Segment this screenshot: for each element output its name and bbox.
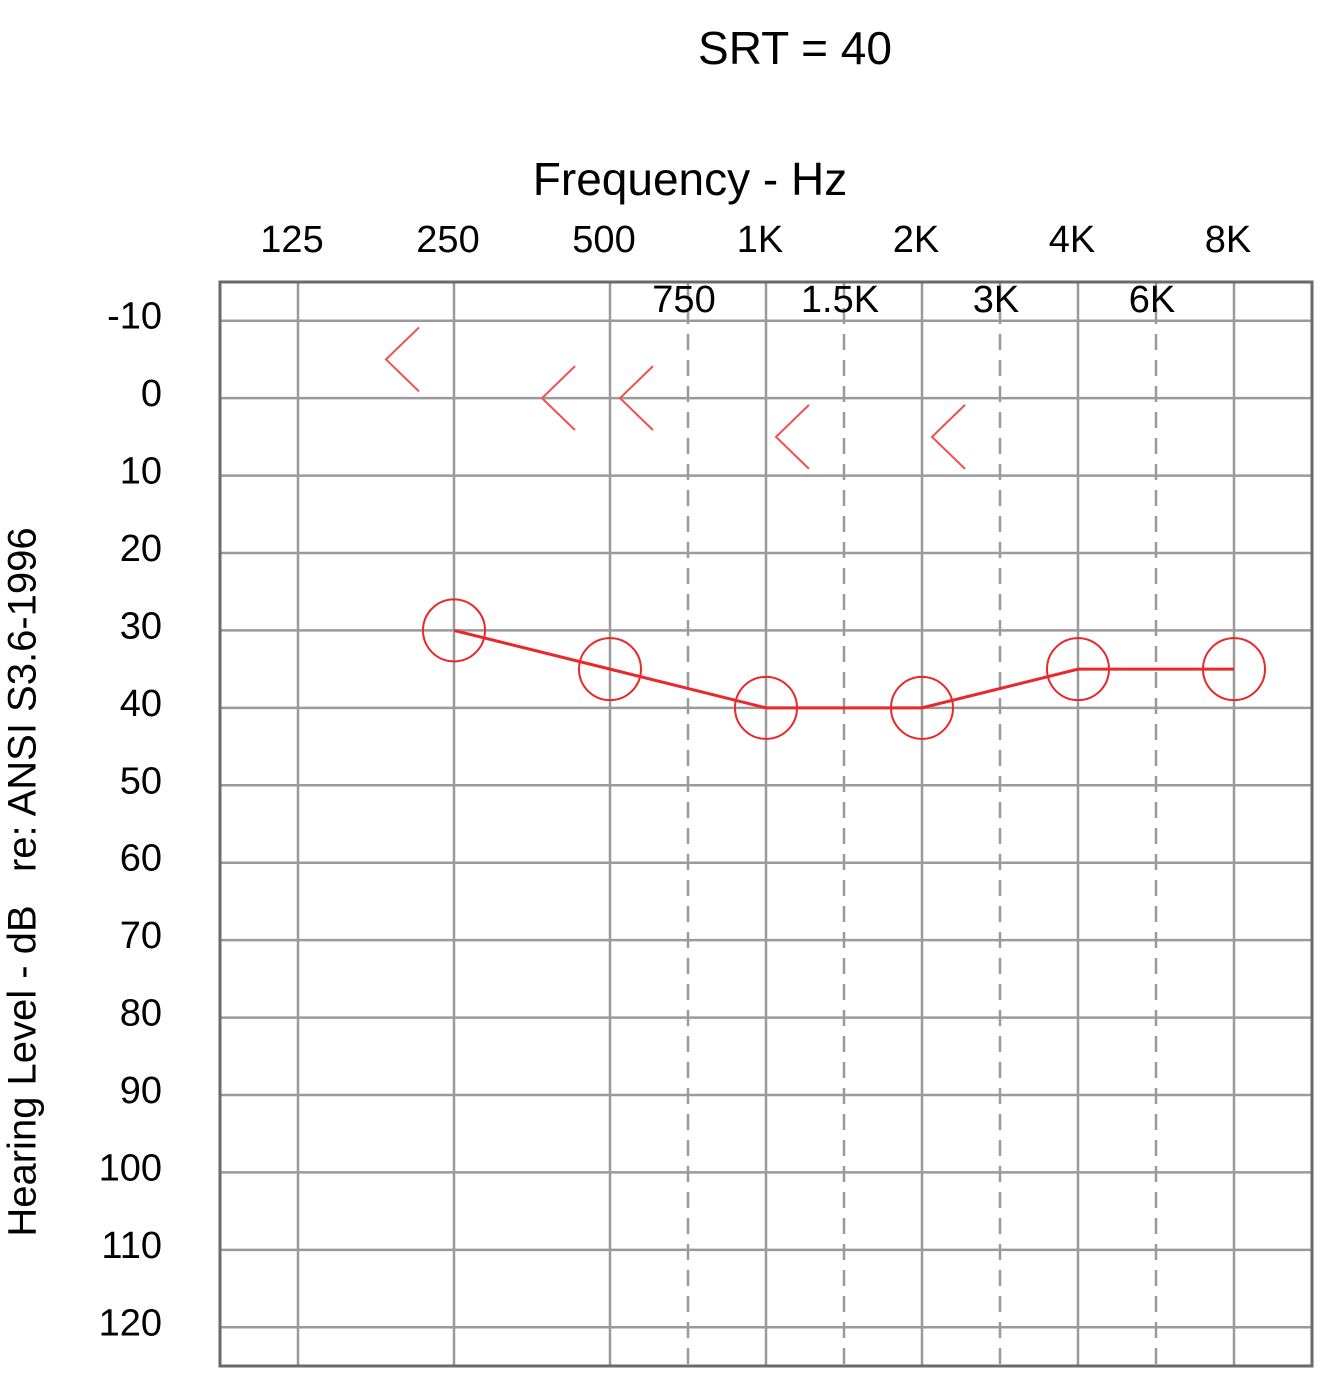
x-axis-label: Frequency - Hz <box>533 153 847 205</box>
y-tick-label: 0 <box>141 373 162 415</box>
y-tick-label: 50 <box>120 760 162 802</box>
x-tick-label: 2K <box>893 219 939 261</box>
y-tick-label: -10 <box>107 296 162 338</box>
x-tick-label: 500 <box>572 219 635 261</box>
x-tick-label: 1.5K <box>801 279 879 321</box>
x-tick-label: 3K <box>973 279 1019 321</box>
air-conduction-marker <box>578 637 642 702</box>
x-tick-label: 750 <box>652 279 715 321</box>
series-line <box>453 628 1234 710</box>
x-tick-label: 1K <box>737 219 783 261</box>
y-tick-label: 20 <box>120 528 162 570</box>
x-tick-label: 125 <box>260 219 323 261</box>
y-tick-label: 80 <box>120 993 162 1035</box>
bone-conduction-marker <box>774 404 810 470</box>
y-axis-label: Hearing Level - dB re: ANSI S3.6-1996 <box>1 527 45 1236</box>
chart-title: SRT = 40 <box>698 22 892 74</box>
bone-conduction-marker <box>618 365 654 431</box>
air-conduction-marker <box>1202 637 1266 702</box>
air-conduction-marker <box>734 675 798 740</box>
y-tick-label: 30 <box>120 605 162 647</box>
air-conduction-marker <box>890 675 954 740</box>
y-tick-label: 70 <box>120 915 162 957</box>
x-tick-label: 6K <box>1129 279 1175 321</box>
y-tick-label: 110 <box>101 1225 162 1267</box>
y-tick-label: 10 <box>120 451 162 493</box>
y-tick-label: 120 <box>99 1302 162 1344</box>
air-conduction-marker <box>1046 637 1110 702</box>
x-tick-label: 8K <box>1205 219 1251 261</box>
x-tick-label: 250 <box>416 219 479 261</box>
bone-conduction-marker <box>540 365 576 431</box>
plot-frame <box>218 280 1314 1368</box>
air-conduction-marker <box>422 598 486 663</box>
y-tick-label: 40 <box>120 683 162 725</box>
y-tick-label: 100 <box>99 1147 162 1189</box>
y-tick-label: 60 <box>120 838 162 880</box>
bone-conduction-marker <box>384 326 420 393</box>
y-tick-label: 90 <box>120 1070 162 1112</box>
bone-conduction-marker <box>930 404 966 470</box>
x-tick-label: 4K <box>1049 219 1095 261</box>
